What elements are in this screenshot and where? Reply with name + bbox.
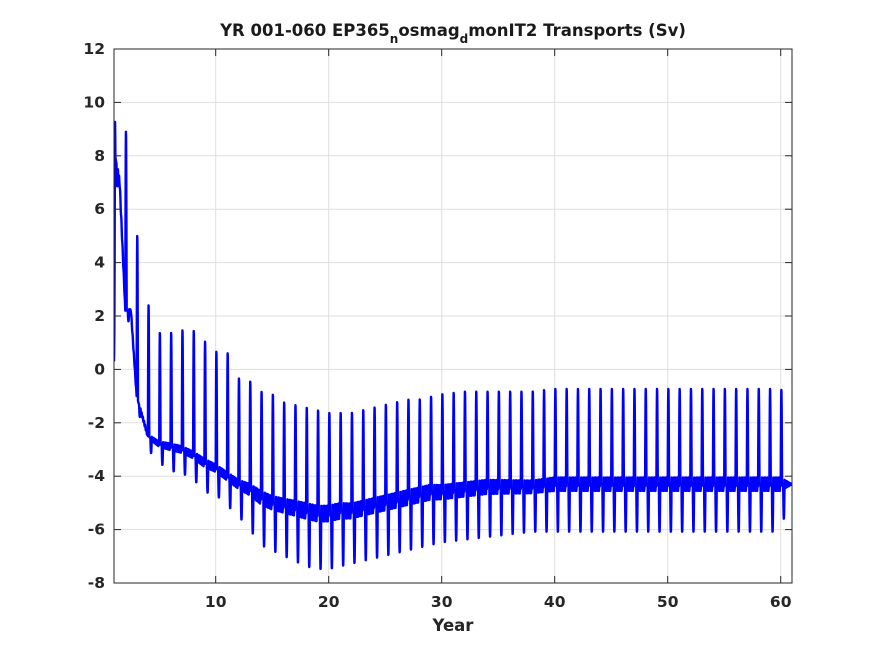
y-tick-label: 4 bbox=[94, 254, 105, 272]
y-tick-label: -8 bbox=[88, 574, 105, 592]
x-tick-label: 50 bbox=[657, 593, 679, 611]
ticks bbox=[114, 48, 792, 584]
chart-title-part-3: monIT2 Transports (Sv) bbox=[468, 21, 686, 40]
y-tick-label: 8 bbox=[94, 147, 105, 165]
x-tick-label: 20 bbox=[318, 593, 340, 611]
chart-title-subscript-2: d bbox=[460, 32, 469, 46]
y-tick-label: -2 bbox=[88, 414, 105, 432]
y-tick-label: 0 bbox=[94, 360, 105, 378]
y-tick-label: 10 bbox=[83, 93, 105, 111]
x-tick-label: 60 bbox=[770, 593, 792, 611]
chart-title: YR 001-060 EP365nosmagdmonIT2 Transports… bbox=[219, 21, 686, 46]
x-tick-label: 10 bbox=[205, 593, 227, 611]
y-tick-label: -6 bbox=[88, 521, 105, 539]
x-tick-label: 40 bbox=[544, 593, 566, 611]
series-line bbox=[114, 120, 792, 571]
x-axis-label: Year bbox=[432, 616, 475, 635]
chart-title-subscript-1: n bbox=[390, 32, 399, 46]
tick-labels: 10 20 30 40 50 60 -8 -6 -4 -2 0 2 4 6 8 10 12 bbox=[83, 40, 791, 611]
y-tick-label: 2 bbox=[94, 307, 105, 325]
chart-title-part-2: osmag bbox=[398, 21, 459, 40]
series-layer bbox=[114, 120, 792, 571]
y-tick-label: -4 bbox=[88, 467, 105, 485]
y-tick-label: 12 bbox=[83, 40, 105, 58]
y-tick-label: 6 bbox=[94, 200, 105, 218]
x-tick-label: 30 bbox=[431, 593, 453, 611]
chart-title-part-1: YR 001-060 EP365 bbox=[219, 21, 390, 40]
